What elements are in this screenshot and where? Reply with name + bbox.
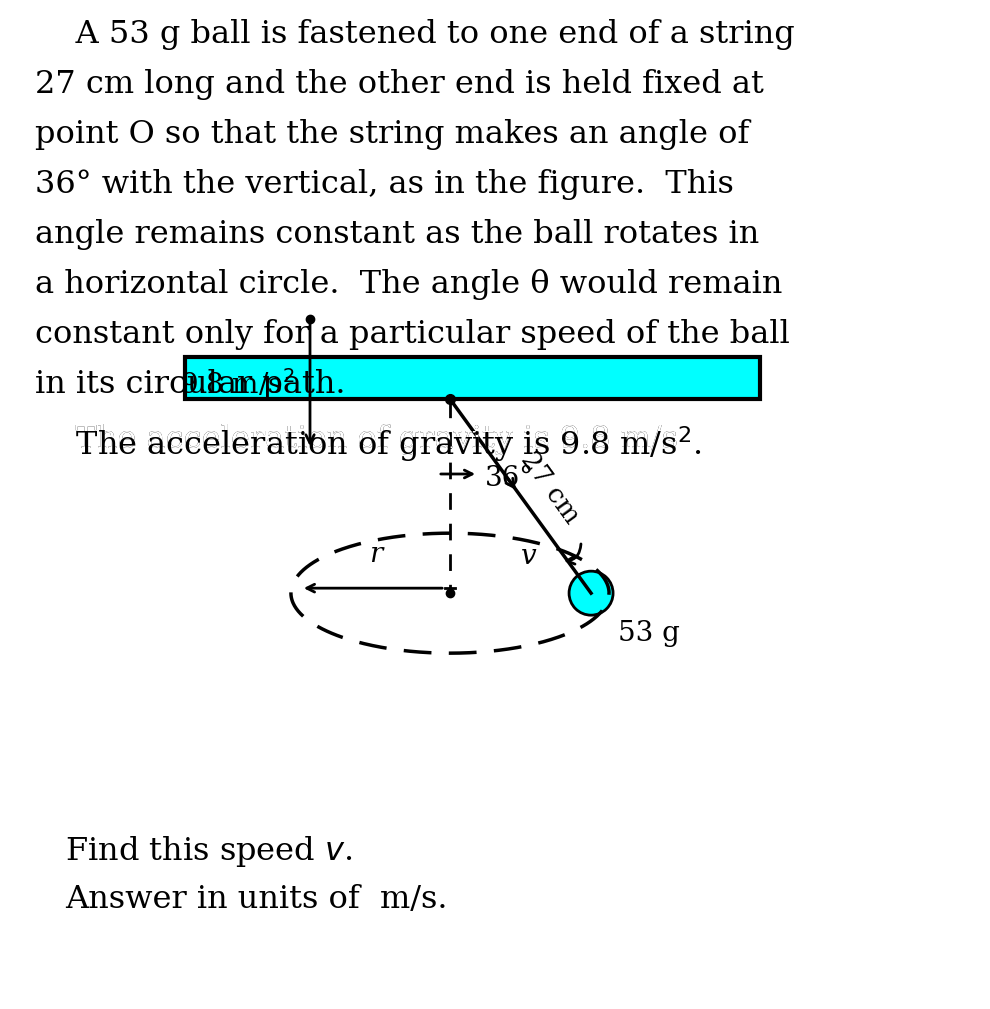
Text: The acceleration of gravity is 9.8 m/s$^2$.: The acceleration of gravity is 9.8 m/s$^… [35, 424, 702, 464]
Text: 9.8 m/s$^2$: 9.8 m/s$^2$ [180, 368, 295, 400]
Text: The acceleration of gravity is 9.8 m/s: The acceleration of gravity is 9.8 m/s [35, 424, 678, 455]
Text: angle remains constant as the ball rotates in: angle remains constant as the ball rotat… [35, 219, 759, 250]
Text: a horizontal circle.  The angle θ would remain: a horizontal circle. The angle θ would r… [35, 269, 782, 300]
Text: point O so that the string makes an angle of: point O so that the string makes an angl… [35, 119, 749, 150]
Bar [185, 357, 760, 399]
Circle shape [569, 571, 613, 615]
Text: v: v [522, 543, 537, 570]
Text: r: r [369, 541, 382, 568]
Text: 36° with the vertical, as in the figure.  This: 36° with the vertical, as in the figure.… [35, 169, 734, 200]
Text: Find this speed $v$.: Find this speed $v$. [65, 834, 352, 869]
Text: constant only for a particular speed of the ball: constant only for a particular speed of … [35, 319, 790, 350]
Text: Answer in units of  m/s.: Answer in units of m/s. [65, 884, 447, 915]
Text: in its circular path.: in its circular path. [35, 369, 346, 400]
Text: 53 g: 53 g [618, 621, 680, 647]
Text: 27 cm long and the other end is held fixed at: 27 cm long and the other end is held fix… [35, 69, 764, 100]
Text: A 53 g ball is fastened to one end of a string: A 53 g ball is fastened to one end of a … [35, 19, 795, 50]
Text: 27 cm: 27 cm [517, 448, 585, 529]
Text: The acceleration of gravity is 9.8 m/s2.: The acceleration of gravity is 9.8 m/s2. [35, 424, 709, 455]
Text: 36°: 36° [485, 465, 535, 492]
